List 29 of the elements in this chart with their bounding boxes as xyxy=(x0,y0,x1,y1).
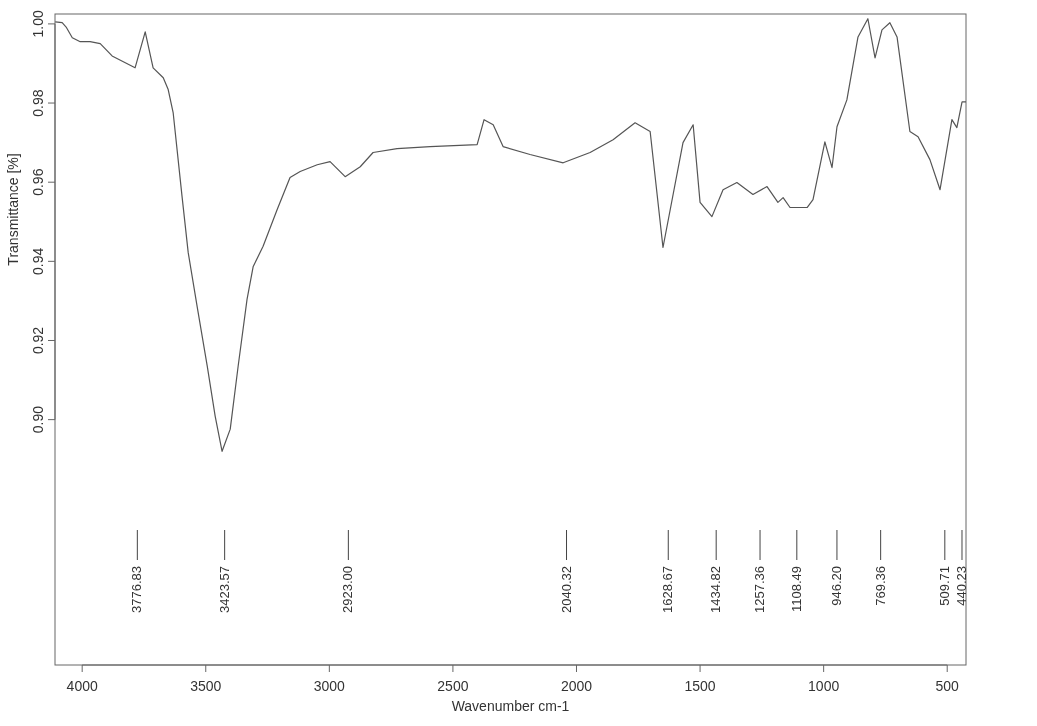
ref-line-label: 946.20 xyxy=(828,566,844,606)
y-tick-label: 0.90 xyxy=(30,405,46,434)
ref-line-label: 1628.67 xyxy=(660,566,676,613)
y-tick-label: 0.94 xyxy=(30,247,46,275)
x-tick-label: 3500 xyxy=(190,678,222,694)
x-tick-label: 4000 xyxy=(66,678,98,694)
ref-line-label: 769.36 xyxy=(872,566,888,606)
y-tick-label: 1.00 xyxy=(30,10,46,38)
x-tick-label: 2000 xyxy=(560,678,593,694)
y-tick-label: 0.96 xyxy=(30,168,46,196)
x-axis-title: Wavenumber cm-1 xyxy=(451,698,570,714)
y-tick-label: 0.92 xyxy=(30,326,46,355)
ref-line-label: 3776.83 xyxy=(129,566,145,613)
ref-line-label: 2923.00 xyxy=(340,566,356,613)
x-tick-label: 1500 xyxy=(684,678,716,694)
y-axis-title: Transmittance [%] xyxy=(5,153,21,266)
ref-line-label: 440.23 xyxy=(953,566,969,606)
y-tick-label: 0.98 xyxy=(30,89,46,117)
line-series xyxy=(54,18,967,452)
ref-line-label: 1108.49 xyxy=(788,566,804,613)
ref-line-label: 2040.32 xyxy=(558,566,574,613)
ref-line-label: 3423.57 xyxy=(216,566,232,613)
ref-line-label: 1257.36 xyxy=(752,566,768,613)
x-tick-label: 2500 xyxy=(437,678,469,694)
x-tick-label: 3000 xyxy=(313,678,346,694)
x-tick-label: 1000 xyxy=(808,678,840,694)
ref-line-label: 1434.82 xyxy=(708,566,724,613)
x-tick-label: 500 xyxy=(935,678,960,694)
ref-line-label: 509.71 xyxy=(936,566,952,606)
